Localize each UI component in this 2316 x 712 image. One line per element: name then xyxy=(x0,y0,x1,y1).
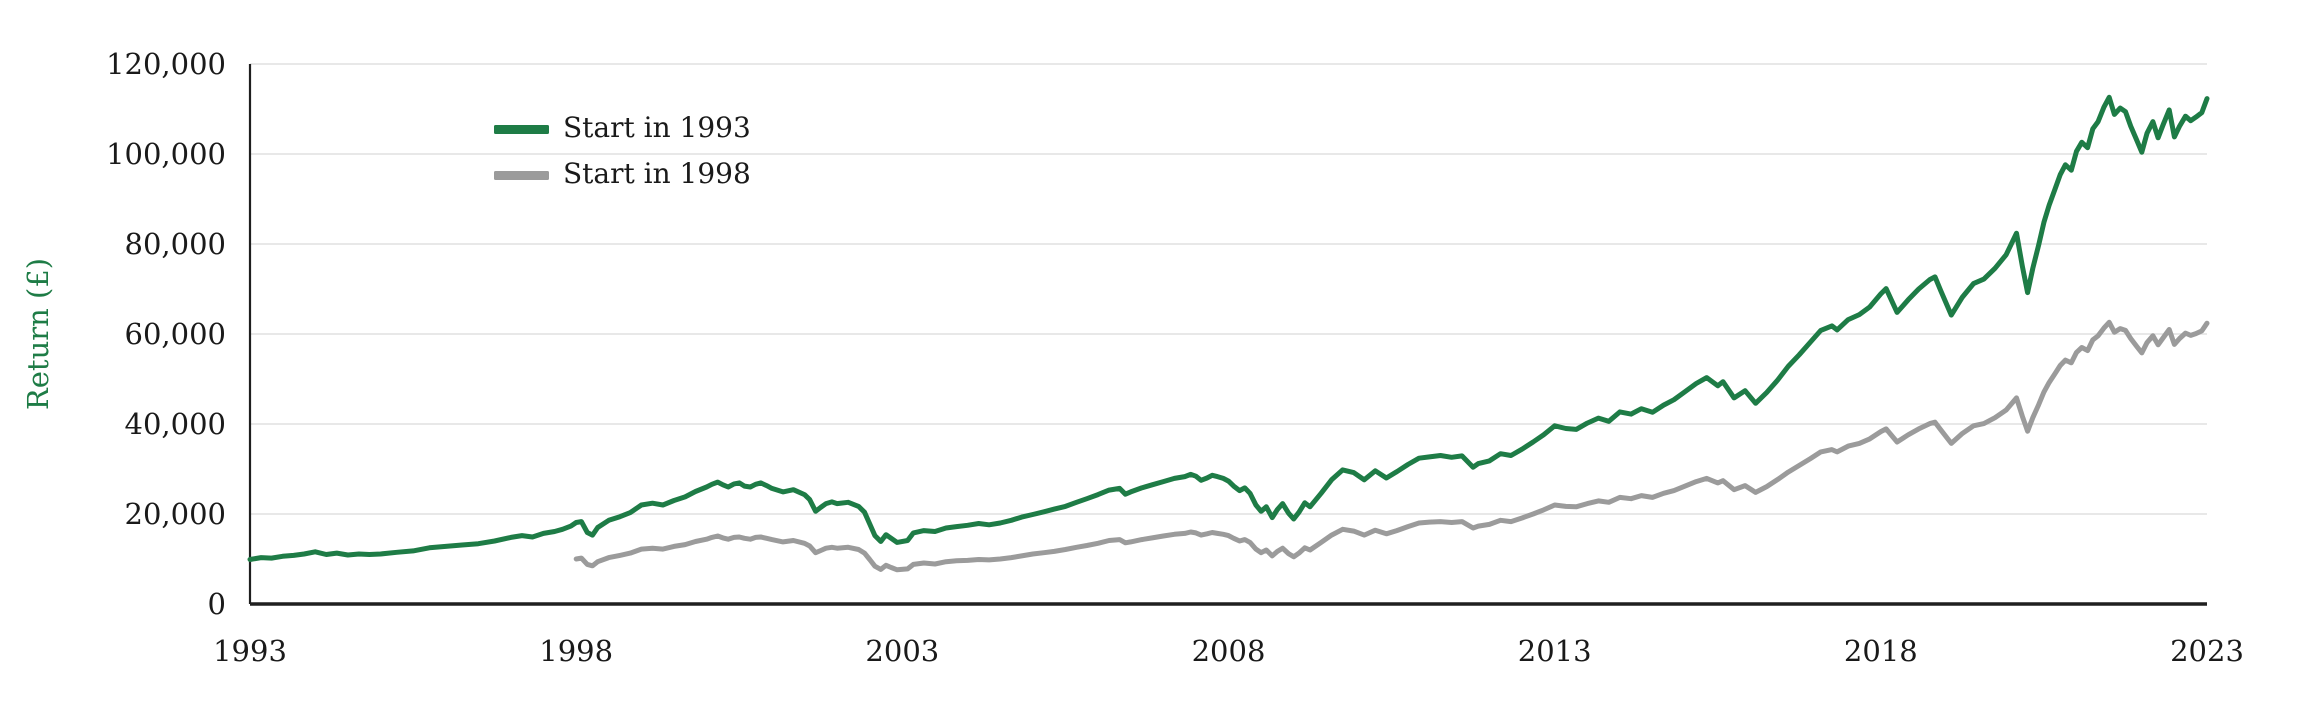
y-tick-label: 100,000 xyxy=(106,137,226,171)
x-tick-label: 2003 xyxy=(865,634,939,668)
y-tick-label: 80,000 xyxy=(125,227,226,261)
series-line-start-in-1998 xyxy=(573,319,2210,573)
series-line-start-in-1993 xyxy=(247,94,2210,562)
legend-label: Start in 1998 xyxy=(563,157,751,190)
y-tick-label: 0 xyxy=(208,587,226,621)
x-tick-label: 2023 xyxy=(2170,634,2244,668)
y-axis-title: Return (£) xyxy=(21,258,55,410)
y-tick-label: 40,000 xyxy=(125,407,226,441)
legend-swatch xyxy=(494,125,549,134)
y-tick-label: 60,000 xyxy=(125,317,226,351)
x-tick-label: 1993 xyxy=(213,634,287,668)
x-tick-label: 2013 xyxy=(1518,634,1592,668)
x-tick-label: 2008 xyxy=(1192,634,1266,668)
legend-label: Start in 1993 xyxy=(563,111,751,144)
x-tick-label: 2018 xyxy=(1844,634,1918,668)
y-tick-label: 120,000 xyxy=(106,47,226,81)
y-tick-label: 20,000 xyxy=(125,497,226,531)
x-tick-label: 1998 xyxy=(539,634,613,668)
legend-swatch xyxy=(494,171,549,180)
